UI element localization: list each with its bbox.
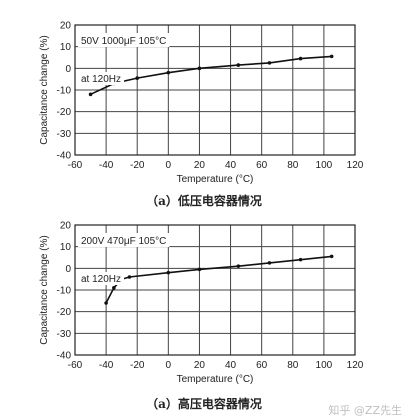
- x-tick-label: 60: [256, 360, 268, 371]
- data-series: [104, 254, 334, 305]
- y-tick-label: -30: [57, 329, 72, 340]
- y-axis-label: Capacitance change (%): [39, 235, 50, 345]
- annotation-title: 200V 470μF 105°C: [81, 236, 166, 247]
- data-point: [298, 56, 303, 61]
- data-point: [267, 61, 272, 65]
- x-tick-label: 0: [166, 160, 172, 171]
- x-tick-label: 100: [316, 360, 333, 371]
- y-tick-label: -20: [57, 107, 72, 118]
- y-tick-label: 10: [60, 42, 72, 53]
- x-tick-label: -40: [99, 360, 114, 371]
- y-tick-label: -20: [57, 307, 72, 318]
- watermark: 知乎 @ZZ先生: [328, 403, 402, 417]
- data-point: [236, 63, 241, 67]
- y-tick-labels: 20 10 0 -10 -20 -30 -40: [57, 21, 72, 162]
- x-tick-label: 120: [347, 360, 364, 371]
- annotation-box: [78, 33, 170, 47]
- x-tick-label: 20: [194, 360, 206, 371]
- y-tick-label: -10: [57, 86, 72, 97]
- x-tick-label: 20: [194, 160, 206, 171]
- annotation-frequency: at 120Hz: [81, 274, 121, 285]
- x-tick-label: 0: [166, 360, 172, 371]
- annotation-freq-box: [78, 72, 125, 85]
- annotation-freq-box: [78, 272, 125, 285]
- y-tick-label: -10: [57, 286, 72, 297]
- data-point: [104, 301, 108, 305]
- series-line: [105, 255, 332, 304]
- data-point: [197, 66, 202, 71]
- annotation-box: [78, 233, 170, 247]
- x-tick-label: 80: [287, 160, 299, 171]
- y-tick-label: 0: [65, 64, 71, 75]
- x-tick-label: -40: [99, 160, 114, 171]
- data-point: [197, 267, 202, 272]
- y-tick-label: -30: [57, 129, 72, 140]
- figure-caption: （a）高压电容器情况: [146, 396, 262, 411]
- y-tick-label: -40: [57, 151, 72, 162]
- y-tick-labels: 20 10 0 -10 -20 -30 -40: [57, 221, 72, 362]
- data-point: [166, 70, 171, 75]
- y-tick-label: 20: [60, 221, 72, 232]
- data-point: [166, 270, 171, 275]
- y-tick-label: 0: [65, 264, 71, 275]
- x-tick-label: 100: [316, 160, 333, 171]
- data-point: [112, 286, 116, 290]
- x-tick-label: -60: [68, 160, 83, 171]
- x-tick-labels: -60 -40 -20 0 20 40 60 80 100 120: [68, 360, 364, 371]
- plot-frame: [74, 24, 356, 156]
- x-tick-label: 40: [225, 160, 237, 171]
- y-tick-label: 20: [60, 21, 72, 32]
- y-axis-label: Capacitance change (%): [39, 35, 50, 145]
- x-tick-label: -60: [68, 360, 83, 371]
- series-line: [90, 55, 332, 96]
- x-tick-label: -20: [130, 360, 145, 371]
- annotation-frequency: at 120Hz: [81, 74, 121, 85]
- x-tick-label: 120: [347, 160, 364, 171]
- data-point: [236, 264, 241, 268]
- data-point: [135, 76, 140, 80]
- x-tick-labels: -60 -40 -20 0 20 40 60 80 100 120: [68, 160, 364, 171]
- plot-frame: [74, 224, 356, 356]
- x-tick-label: 60: [256, 160, 268, 171]
- x-axis-label: Temperature (°C): [177, 374, 254, 385]
- x-axis-label: Temperature (°C): [177, 174, 254, 185]
- data-point: [267, 261, 272, 265]
- x-tick-label: 40: [225, 360, 237, 371]
- y-tick-label: -40: [57, 351, 72, 362]
- data-point: [127, 275, 132, 279]
- data-point: [329, 254, 334, 259]
- data-point: [329, 54, 334, 59]
- x-tick-label: -20: [130, 160, 145, 171]
- y-tick-label: 10: [60, 242, 72, 253]
- data-point: [88, 92, 93, 97]
- figure-caption: （a）低压电容器情况: [146, 193, 262, 208]
- annotation-title: 50V 1000μF 105°C: [81, 36, 166, 47]
- x-tick-label: 80: [287, 360, 299, 371]
- data-point: [298, 257, 303, 262]
